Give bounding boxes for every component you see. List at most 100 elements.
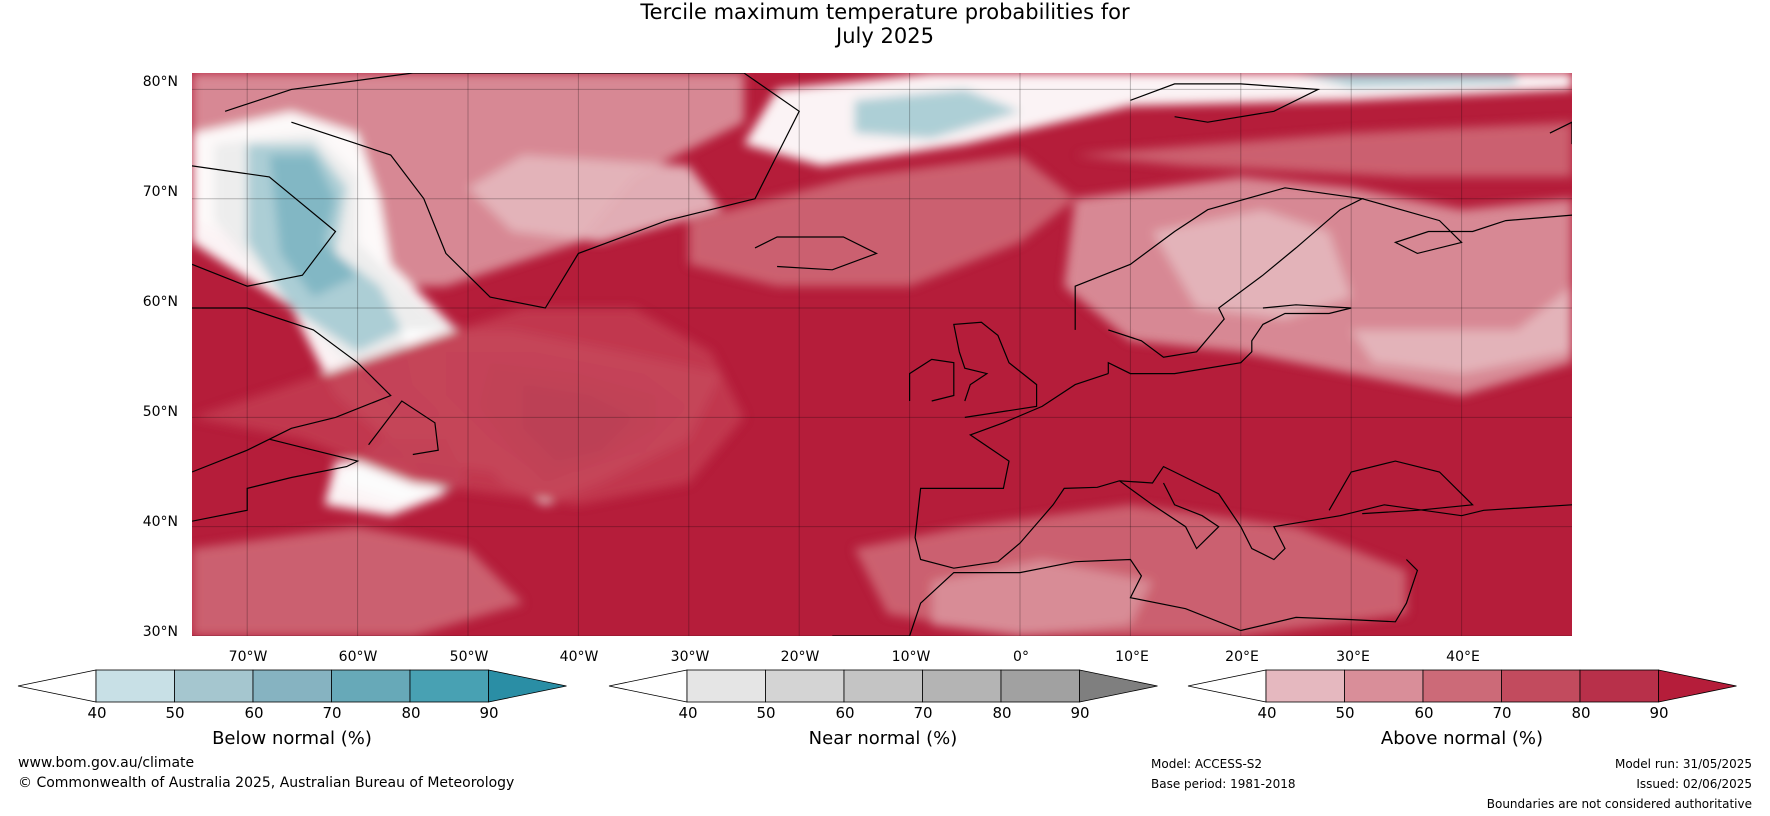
- colorbar-below-tick-70: 70: [322, 704, 342, 722]
- colorbar-near-label: Near normal (%): [808, 728, 958, 749]
- coastline: [1328, 460, 1474, 515]
- coastline: [224, 73, 800, 309]
- colorbar-above-tick-70: 70: [1492, 704, 1512, 722]
- lon-label-20e: 20°E: [1225, 649, 1259, 665]
- colorbar-swatch: [1501, 669, 1581, 703]
- lat-label-30n: 30°N: [142, 624, 178, 640]
- colorbar-swatch: [1579, 669, 1659, 703]
- colorbar-above-tick-90: 90: [1649, 704, 1669, 722]
- lon-label-50w: 50°W: [449, 649, 489, 665]
- lon-label-10w: 10°W: [891, 649, 931, 665]
- colorbar-below-label: Below normal (%): [212, 728, 372, 749]
- probability-region: [931, 559, 1153, 636]
- footer-model-run: Model run: 31/05/2025: [1614, 757, 1752, 771]
- colorbar-below-tick-50: 50: [165, 704, 185, 722]
- lat-label-70n: 70°N: [142, 184, 178, 200]
- coastlines: [192, 73, 1572, 636]
- coastline: [1119, 480, 1220, 550]
- lon-label-0: 0°: [1013, 649, 1029, 665]
- colorbar-above-swatches: [1187, 669, 1737, 703]
- colorbar-swatch: [922, 669, 1002, 703]
- probability-region: [688, 155, 1076, 287]
- probability-region: [192, 526, 524, 636]
- probability-region: [1351, 286, 1572, 374]
- colorbar-above-tick-60: 60: [1414, 704, 1434, 722]
- colorbar-swatch: [843, 669, 923, 703]
- probability-region: [1075, 122, 1572, 177]
- colorbar-swatch: [252, 669, 332, 703]
- colorbar-swatch: [686, 669, 766, 703]
- colorbar-extend-high: [488, 669, 567, 703]
- colorbar-below-normal: 40 50 60 70 80 90 Below normal (%): [16, 668, 568, 749]
- lon-label-60w: 60°W: [338, 649, 378, 665]
- colorbar-below-tick-40: 40: [87, 704, 107, 722]
- coastline: [909, 358, 955, 402]
- probability-region: [269, 155, 358, 298]
- map-title: Tercile maximum temperature probabilitie…: [0, 0, 1770, 48]
- lat-label-60n: 60°N: [142, 294, 178, 310]
- colorbar-near-tick-80: 80: [992, 704, 1012, 722]
- footer-disclaimer: Boundaries are not considered authoritat…: [1486, 797, 1752, 811]
- colorbar-swatch: [1344, 669, 1424, 703]
- lon-label-30e: 30°E: [1336, 649, 1370, 665]
- footer-model: Model: ACCESS-S2: [1151, 757, 1263, 771]
- colorbar-swatch: [1265, 669, 1345, 703]
- colorbar-extend-low: [1187, 669, 1267, 703]
- coastline: [192, 307, 392, 473]
- footer-copyright: © Commonwealth of Australia 2025, Austra…: [18, 775, 515, 791]
- colorbar-swatch: [95, 669, 175, 703]
- coastline: [1362, 198, 1572, 255]
- coastline: [1130, 83, 1321, 123]
- colorbar-swatch: [765, 669, 845, 703]
- probability-regions: [192, 73, 1572, 636]
- colorbar-swatch: [331, 669, 411, 703]
- colorbar-swatch: [174, 669, 254, 703]
- probability-region: [854, 89, 1020, 139]
- probability-region: [1296, 73, 1517, 88]
- footer-base-period: Base period: 1981-2018: [1151, 777, 1296, 791]
- lat-label-80n: 80°N: [142, 74, 178, 90]
- coastline: [914, 373, 1572, 569]
- lat-label-40n: 40°N: [142, 514, 178, 530]
- map-title-line2: July 2025: [836, 24, 934, 48]
- footer-website-link[interactable]: www.bom.gov.au/climate: [18, 755, 195, 771]
- lon-label-70w: 70°W: [228, 649, 268, 665]
- coastline: [832, 558, 1419, 636]
- lon-label-40w: 40°W: [559, 649, 599, 665]
- colorbar-near-tick-40: 40: [678, 704, 698, 722]
- colorbar-swatch: [409, 669, 489, 703]
- colorbar-extend-low: [608, 669, 688, 703]
- colorbar-near-swatches: [608, 669, 1158, 703]
- colorbar-above-label: Above normal (%): [1380, 728, 1544, 749]
- coastline: [192, 165, 337, 287]
- colorbar-above-tick-50: 50: [1335, 704, 1355, 722]
- colorbar-above-tick-80: 80: [1571, 704, 1591, 722]
- colorbar-below-tick-90: 90: [479, 704, 499, 722]
- coastline: [192, 438, 360, 522]
- lat-label-50n: 50°N: [142, 404, 178, 420]
- lon-label-20w: 20°W: [780, 649, 820, 665]
- colorbar-near-tick-70: 70: [913, 704, 933, 722]
- colorbar-swatch: [1422, 669, 1502, 703]
- colorbar-near-tick-90: 90: [1070, 704, 1090, 722]
- footer-issued: Issued: 02/06/2025: [1636, 777, 1752, 791]
- map-panel: [192, 73, 1572, 636]
- colorbar-near-normal: 40 50 60 70 80 90 Near normal (%): [607, 668, 1159, 749]
- colorbar-swatch: [1000, 669, 1080, 703]
- probability-region: [192, 308, 744, 505]
- coastline: [368, 400, 439, 456]
- colorbar-near-tick-60: 60: [835, 704, 855, 722]
- graticule: [192, 73, 1572, 636]
- coastline: [754, 236, 879, 271]
- lon-label-30w: 30°W: [670, 649, 710, 665]
- coastline: [1549, 121, 1572, 145]
- probability-region: [1152, 209, 1352, 319]
- colorbar-below-tick-60: 60: [244, 704, 264, 722]
- coastline: [1074, 187, 1365, 358]
- coastline: [953, 321, 1038, 418]
- colorbar-extend-low: [17, 669, 97, 703]
- colorbar-extend-high: [1658, 669, 1737, 703]
- map-title-line1: Tercile maximum temperature probabilitie…: [640, 0, 1130, 24]
- lon-label-10e: 10°E: [1115, 649, 1149, 665]
